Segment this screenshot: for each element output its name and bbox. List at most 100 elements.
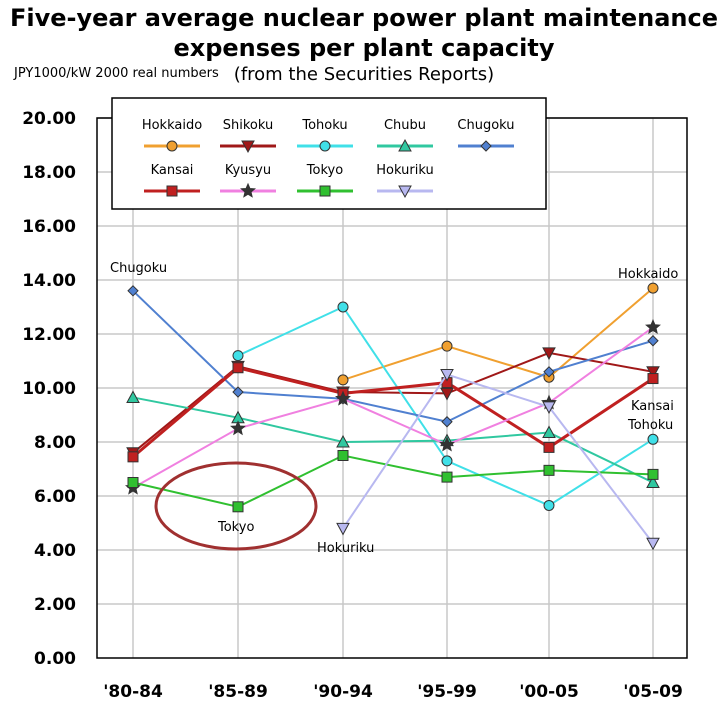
data-point <box>543 366 555 378</box>
legend-item-tokyo: Tokyo <box>297 163 353 197</box>
series-line <box>342 373 654 544</box>
legend-item-tohoku: Tohoku <box>297 118 353 152</box>
legend-label: Shikoku <box>223 118 274 133</box>
series-hokkaido <box>337 282 659 386</box>
data-point <box>166 185 178 197</box>
series-line <box>132 326 654 489</box>
annotation-tokyo: Tokyo <box>217 520 254 535</box>
legend: Hokkaido Shikoku Tohoku Chubu Chugoku Kansai K… <box>111 97 547 210</box>
tokyo-highlight-ellipse <box>154 461 318 551</box>
data-point <box>647 433 659 445</box>
data-point <box>166 140 178 152</box>
y-tick-label: 4.00 <box>34 541 76 561</box>
data-point <box>647 282 659 294</box>
legend-label: Kansai <box>151 163 194 178</box>
legend-label: Kyusyu <box>225 163 271 178</box>
series-chugoku <box>127 285 659 428</box>
data-point <box>646 537 660 551</box>
legend-label: Hokuriku <box>376 163 433 178</box>
legend-item-shikoku: Shikoku <box>220 118 276 154</box>
x-tick-label: '00-05 <box>519 682 579 702</box>
annotation-kansai: Kansai <box>631 399 674 414</box>
data-point <box>232 501 244 513</box>
data-point <box>337 450 349 461</box>
series-hokuriku <box>336 369 660 551</box>
data-point <box>336 522 350 536</box>
data-point <box>127 477 139 488</box>
data-point <box>645 319 661 334</box>
data-point <box>646 475 660 488</box>
data-point <box>441 416 453 428</box>
data-point <box>647 468 659 480</box>
x-tick-label: '95-99 <box>417 682 477 702</box>
y-tick-label: 14.00 <box>22 271 76 291</box>
series-line <box>342 287 654 381</box>
data-point <box>439 436 455 452</box>
data-point <box>241 140 255 154</box>
data-point <box>647 373 659 385</box>
data-point <box>542 347 556 360</box>
data-point <box>335 390 351 406</box>
y-tick-label: 20.00 <box>22 109 76 129</box>
x-tick-label: '05-09 <box>623 682 683 702</box>
data-point <box>232 350 244 362</box>
data-point <box>441 340 453 352</box>
series-kyusyu <box>125 319 661 495</box>
y-tick-label: 18.00 <box>22 163 76 183</box>
x-tick-label: '80-84 <box>103 682 163 702</box>
legend-label: Tokyo <box>306 163 343 178</box>
y-tick-labels: 0.00 2.00 4.00 6.00 8.00 10.00 12.00 14.00 16.00… <box>22 109 76 669</box>
y-axis-label: JPY1000/kW 2000 real numbers <box>14 66 219 81</box>
data-point <box>232 386 244 398</box>
legend-label: Tohoku <box>301 118 347 133</box>
data-point <box>126 390 140 403</box>
series-tohoku <box>232 301 659 511</box>
data-point <box>441 455 453 467</box>
legend-item-hokuriku: Hokuriku <box>376 163 434 199</box>
chart-title-line2: expenses per plant capacity <box>173 34 555 62</box>
data-point <box>542 425 556 439</box>
data-point <box>480 140 492 152</box>
data-point <box>337 301 349 313</box>
data-point <box>543 441 555 453</box>
series-line <box>132 366 654 458</box>
x-tick-label: '90-94 <box>313 682 373 702</box>
data-point <box>127 285 139 297</box>
series-line <box>132 396 654 484</box>
y-tick-label: 0.00 <box>34 649 76 669</box>
series-line <box>132 290 654 423</box>
data-point <box>543 499 555 511</box>
data-point <box>398 138 412 152</box>
annotation-chugoku: Chugoku <box>110 261 167 276</box>
data-point <box>440 387 454 401</box>
data-point <box>319 185 331 197</box>
legend-item-hokkaido: Hokkaido <box>142 118 202 152</box>
legend-item-chubu: Chubu <box>377 118 433 152</box>
data-point <box>337 374 349 386</box>
data-point <box>336 434 350 448</box>
data-point <box>240 182 256 198</box>
data-point <box>646 366 660 379</box>
data-point <box>542 401 556 414</box>
y-tick-label: 8.00 <box>34 433 76 453</box>
data-point <box>127 451 139 463</box>
x-tick-label: '85-89 <box>208 682 268 702</box>
annotation-hokkaido: Hokkaido <box>618 267 678 282</box>
y-tick-label: 16.00 <box>22 217 76 237</box>
data-point <box>398 185 412 199</box>
y-tick-label: 10.00 <box>22 379 76 399</box>
legend-label: Hokkaido <box>142 118 202 133</box>
annotations: Chugoku Hokkaido Kansai Tohoku Tokyo Hokuriku <box>110 261 678 556</box>
data-point <box>441 471 453 483</box>
chart-title: Five-year average nuclear power plant ma… <box>9 4 719 32</box>
series-line <box>132 454 654 508</box>
legend-label: Chubu <box>384 118 426 133</box>
series-line <box>132 351 654 454</box>
series-tokyo <box>127 450 659 513</box>
data-point <box>232 362 244 374</box>
data-point <box>440 369 454 382</box>
y-tick-label: 6.00 <box>34 487 76 507</box>
series-chubu <box>126 390 660 488</box>
legend-item-kansai: Kansai <box>144 163 200 197</box>
